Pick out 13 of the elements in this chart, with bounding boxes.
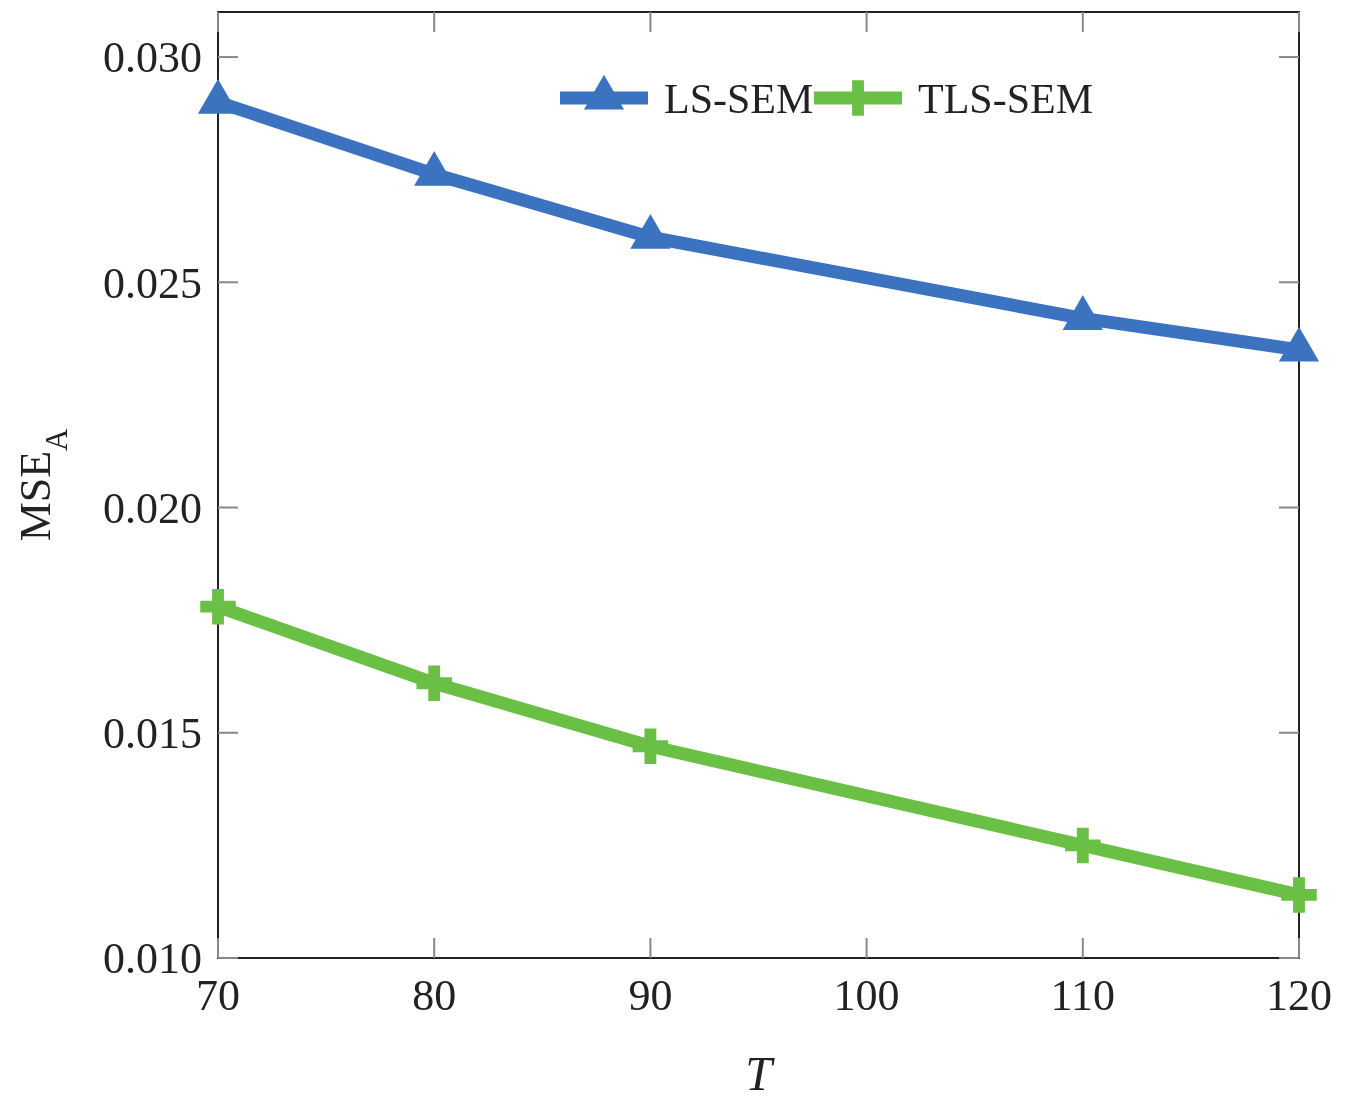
x-tick-label: 110	[1050, 971, 1115, 1020]
x-tick-label: 90	[628, 971, 673, 1020]
x-tick-label: 120	[1266, 971, 1332, 1020]
y-tick-label: 0.020	[103, 483, 202, 533]
y-tick-label: 0.025	[103, 258, 202, 308]
legend-label: TLS-SEM	[918, 75, 1094, 122]
x-tick-label: 100	[833, 971, 900, 1020]
legend-label: LS-SEM	[664, 75, 814, 122]
x-axis-title: T	[745, 1047, 776, 1098]
x-tick-label: 70	[196, 971, 240, 1020]
x-tick-label: 80	[412, 971, 457, 1020]
y-tick-label: 0.030	[103, 33, 202, 83]
y-tick-label: 0.015	[103, 709, 202, 759]
